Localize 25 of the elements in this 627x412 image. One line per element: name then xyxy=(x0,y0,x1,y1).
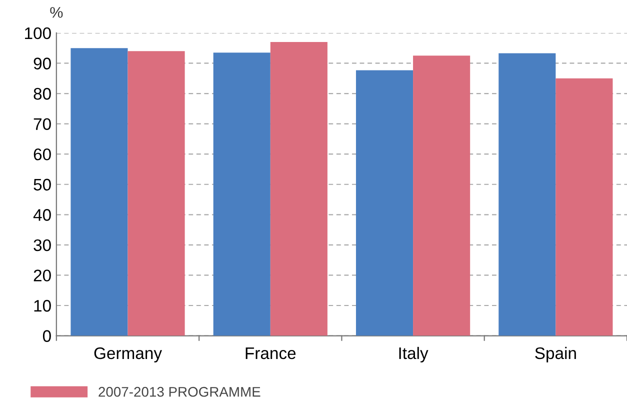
y-axis-title: % xyxy=(50,7,63,18)
bar xyxy=(270,42,328,336)
bar xyxy=(498,53,556,336)
y-tick-label: 0 xyxy=(42,330,51,342)
y-tick-label: 10 xyxy=(34,300,51,312)
x-tick-label: Spain xyxy=(535,346,576,362)
y-tick-label: 60 xyxy=(34,148,51,160)
y-tick-label: 80 xyxy=(34,88,51,100)
y-tick-label: 20 xyxy=(34,270,51,282)
legend-label: 2007-2013 PROGRAMME xyxy=(98,386,260,397)
y-tick-label: 100 xyxy=(25,27,51,40)
x-tick-label: Italy xyxy=(399,346,428,362)
y-tick-label: 30 xyxy=(34,239,51,252)
bar xyxy=(356,70,414,336)
bar xyxy=(70,48,128,336)
y-tick-label: 50 xyxy=(34,178,51,191)
bar xyxy=(128,51,185,336)
x-tick-label: France xyxy=(246,348,296,360)
y-tick-label: 90 xyxy=(34,58,51,70)
bar xyxy=(556,78,613,336)
bar xyxy=(413,56,470,336)
x-tick-label: Germany xyxy=(94,347,162,362)
y-tick-label: 40 xyxy=(33,209,51,221)
y-tick-label: 70 xyxy=(34,118,51,130)
bar xyxy=(213,52,270,336)
